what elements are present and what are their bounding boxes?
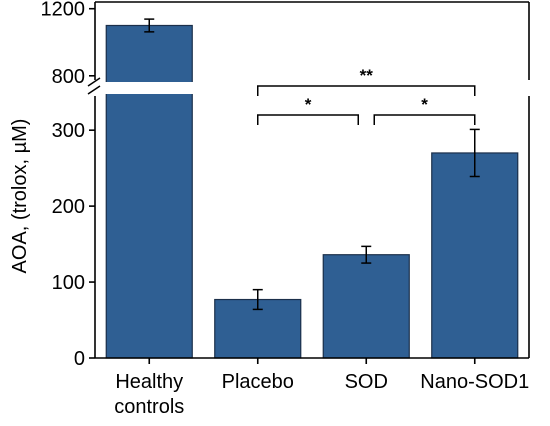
x-tick-label-3: Nano-SOD1 <box>420 371 529 393</box>
axis-break-gap <box>83 82 529 94</box>
significance-label-1: * <box>305 95 312 114</box>
axis-break-mark-upper <box>87 77 101 87</box>
y-tick-label-1200: 1200 <box>41 0 86 21</box>
x-tick-label-0: Healthy controls <box>114 371 184 418</box>
bars-layer <box>83 24 529 359</box>
y-tick-label-100: 100 <box>52 272 85 294</box>
significance-label-0: ** <box>360 66 374 85</box>
x-tick-label-2: SOD <box>345 371 388 393</box>
y-tick-label-300: 300 <box>52 120 85 142</box>
significance-bracket-2: * <box>373 95 476 125</box>
axes-layer: 0 100 200 300 800 1200 Healthy controls Placebo S… <box>41 0 530 418</box>
significance-layer: *** * <box>257 66 476 125</box>
significance-bracket-0: ** <box>257 66 476 96</box>
bar-2 <box>322 254 410 359</box>
bar-3 <box>431 152 519 359</box>
y-tick-label-200: 200 <box>52 196 85 218</box>
x-tick-label-1: Placebo <box>222 371 294 393</box>
bar-0 <box>105 24 193 359</box>
significance-bracket-1: * <box>257 95 359 125</box>
significance-line-1 <box>257 114 359 125</box>
y-axis-label: AOA, (trolox, µM) <box>9 119 31 274</box>
y-tick-label-0: 0 <box>74 348 85 370</box>
significance-line-0 <box>257 85 476 96</box>
axis-break-mark-lower <box>87 85 101 95</box>
significance-line-2 <box>373 114 476 125</box>
significance-label-2: * <box>421 95 428 114</box>
y-tick-label-800: 800 <box>52 66 85 88</box>
error-bars-layer <box>144 18 480 311</box>
